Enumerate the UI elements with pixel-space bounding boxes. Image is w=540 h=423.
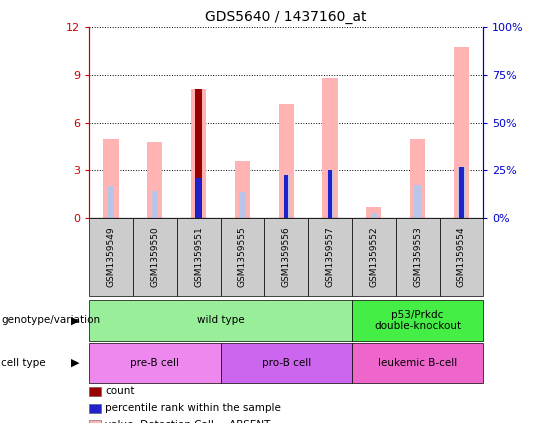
Text: cell type: cell type: [1, 358, 46, 368]
Bar: [147, 142, 163, 218]
Text: ▶: ▶: [71, 316, 80, 325]
Text: GSM1359557: GSM1359557: [326, 227, 334, 287]
Text: value, Detection Call = ABSENT: value, Detection Call = ABSENT: [105, 420, 271, 423]
Bar: [195, 178, 202, 218]
Bar: [410, 139, 426, 218]
Bar: [284, 175, 288, 218]
Bar: [195, 89, 202, 218]
Text: pre-B cell: pre-B cell: [130, 358, 179, 368]
Text: count: count: [105, 386, 135, 396]
Text: GSM1359552: GSM1359552: [369, 227, 379, 287]
Bar: [454, 47, 469, 218]
Text: GSM1359550: GSM1359550: [150, 227, 159, 287]
Text: percentile rank within the sample: percentile rank within the sample: [105, 403, 281, 413]
Text: ▶: ▶: [71, 358, 80, 368]
Bar: [327, 170, 333, 218]
Bar: [414, 184, 421, 218]
Bar: [107, 186, 114, 218]
Bar: [459, 167, 464, 218]
Text: GSM1359554: GSM1359554: [457, 227, 466, 287]
Text: GSM1359556: GSM1359556: [282, 227, 291, 287]
Text: pro-B cell: pro-B cell: [261, 358, 311, 368]
Bar: [239, 192, 246, 218]
Bar: [328, 170, 332, 218]
Bar: [235, 161, 250, 218]
Text: genotype/variation: genotype/variation: [1, 316, 100, 325]
Bar: [279, 104, 294, 218]
Text: GSM1359549: GSM1359549: [106, 227, 116, 287]
Bar: [322, 78, 338, 218]
Text: GSM1359553: GSM1359553: [413, 227, 422, 287]
Bar: [196, 178, 201, 218]
Text: GSM1359555: GSM1359555: [238, 227, 247, 287]
Bar: [366, 207, 381, 218]
Bar: [152, 191, 158, 218]
Text: GSM1359551: GSM1359551: [194, 227, 203, 287]
Text: wild type: wild type: [197, 316, 244, 325]
Bar: [191, 89, 206, 218]
Title: GDS5640 / 1437160_at: GDS5640 / 1437160_at: [205, 10, 367, 24]
Bar: [103, 139, 119, 218]
Bar: [458, 167, 465, 218]
Text: p53/Prkdc
double-knockout: p53/Prkdc double-knockout: [374, 310, 461, 331]
Text: leukemic B-cell: leukemic B-cell: [378, 358, 457, 368]
Bar: [283, 175, 289, 218]
Bar: [370, 213, 377, 218]
